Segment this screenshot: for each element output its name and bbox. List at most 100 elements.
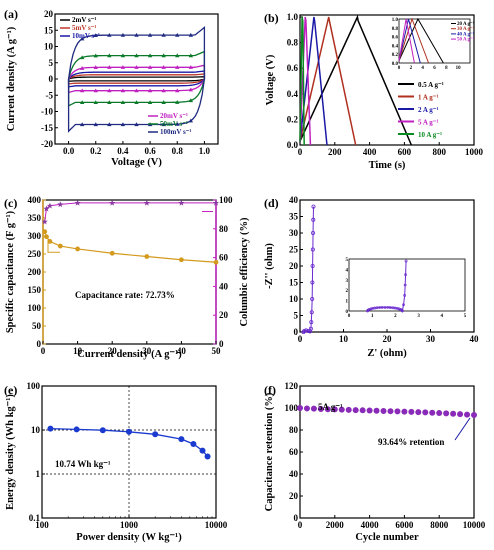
x-tick-label: 0.6 (144, 146, 156, 156)
inset-curve (398, 18, 415, 64)
cv-marker (120, 122, 126, 127)
y-axis-label: Current density (A g⁻¹) (6, 26, 17, 131)
x-axis-label: Voltage (V) (111, 157, 162, 168)
cv-marker (147, 53, 153, 58)
inset-nyquist-point (397, 307, 401, 311)
ragone-point (99, 427, 106, 434)
retention-point (366, 407, 373, 414)
y-tick-label: 0 (49, 74, 54, 84)
inset-x-tick-label: 2 (410, 66, 413, 71)
x-tick-label: 30 (426, 334, 436, 344)
x-tick-label: 800 (432, 147, 446, 157)
y-tick-label: 1.0 (287, 12, 299, 22)
cv-curve (67, 73, 206, 85)
capacitance-arrow (47, 239, 60, 253)
retention-point (408, 408, 415, 415)
cv-marker (79, 100, 85, 104)
x-tick-label: 40 (177, 346, 187, 356)
cv-marker (188, 53, 194, 58)
nyquist-point (309, 320, 314, 325)
capacitance-point (47, 239, 53, 244)
inset-nyquist-point (368, 307, 371, 311)
cv-marker (134, 88, 139, 93)
ragone-point (178, 436, 185, 443)
cv-marker (161, 88, 166, 93)
inset-y-tick-label: 0.8 (392, 27, 399, 32)
x-tick-label: 30 (142, 346, 152, 356)
cv-marker (161, 65, 166, 69)
x-tick-label: 20 (383, 334, 393, 344)
capacitance-point (179, 257, 184, 263)
y-tick-label: 0.2 (287, 114, 299, 124)
cv-marker (93, 65, 98, 69)
x-tick-label: 40 (470, 334, 480, 344)
y2-tick-label: 0 (219, 339, 224, 349)
cv-marker (147, 32, 153, 37)
x-tick-label: 0.2 (90, 146, 102, 156)
inset-y-tick-label: 1 (346, 300, 349, 305)
capacitance-rate-annotation: Capacitance rate: 72.73% (75, 290, 175, 300)
ragone-point (152, 431, 159, 438)
cv-marker (79, 55, 85, 60)
cv-marker (120, 100, 126, 104)
capacitance-point (44, 234, 49, 240)
nyquist-point (309, 310, 314, 315)
cv-marker (134, 53, 139, 58)
x-tick-label: 10000 (463, 520, 486, 530)
y-tick-label: -5 (46, 90, 54, 100)
cv-marker (107, 65, 112, 69)
inset-frame (348, 258, 466, 312)
cv-marker (79, 36, 85, 41)
y-tick-label: 80 (289, 425, 299, 435)
inset-x-tick-label: 4 (441, 314, 444, 319)
legend-entry: 2 A g⁻¹ (418, 106, 439, 114)
cv-marker (120, 32, 126, 37)
panel-label: (f) (264, 383, 276, 397)
y-tick-label: 400 (28, 195, 42, 205)
cv-marker (134, 65, 139, 69)
inset-y-tick-label: 0.4 (392, 44, 399, 49)
cv-curve (67, 76, 206, 82)
plot-frame (299, 14, 475, 146)
y-axis-label: Energy density (Wh kg⁻¹) (5, 394, 16, 510)
inset-y-tick-label: 0 (346, 310, 349, 315)
y-axis-label: Specific capacitance (F g⁻¹) (5, 210, 16, 333)
x-tick-label: 0.0 (63, 146, 75, 156)
inset-y-tick-label: 5 (346, 258, 349, 263)
cv-marker (147, 88, 153, 93)
nyquist-point (310, 263, 315, 268)
x-tick-label: 10 (73, 346, 83, 356)
x-tick-label: 0.8 (172, 146, 184, 156)
y-tick-label: 0 (294, 513, 299, 523)
panel-label: (c) (4, 196, 17, 210)
efficiency-line (44, 202, 216, 222)
efficiency-star (43, 205, 50, 212)
retention-point (422, 409, 429, 416)
inset-x-tick-label: 1 (371, 314, 374, 319)
gcd-curve (299, 16, 305, 146)
y-tick-label: 50 (32, 321, 42, 331)
ragone-point (190, 441, 197, 448)
cv-marker (188, 87, 194, 92)
y-tick-label: -20 (41, 139, 53, 149)
capacitance-point (213, 259, 219, 265)
y-tick-label: 1 (36, 469, 41, 479)
ragone-point (47, 425, 54, 432)
cv-marker (120, 53, 126, 58)
y2-axis-label: Columbic efficiency (%) (239, 217, 250, 327)
inset-legend-entry: 50 A g⁻¹ (457, 37, 475, 43)
y-tick-label: 5 (294, 311, 299, 321)
inset-curve (398, 17, 444, 64)
cv-marker (175, 121, 180, 126)
x-tick-label: 600 (398, 147, 412, 157)
retention-point (394, 408, 401, 415)
cv-marker (147, 100, 153, 104)
legend-entry: 100mV s⁻¹ (160, 128, 192, 136)
inset-x-tick-label: 0 (398, 66, 401, 71)
energy-density-annotation: 10.74 Wh kg⁻¹ (55, 459, 111, 469)
inset-nyquist-point (378, 306, 381, 309)
cv-curve (67, 64, 206, 94)
retention-point (317, 405, 324, 412)
x-tick-label: 0 (41, 346, 46, 356)
cv-marker (175, 65, 180, 69)
